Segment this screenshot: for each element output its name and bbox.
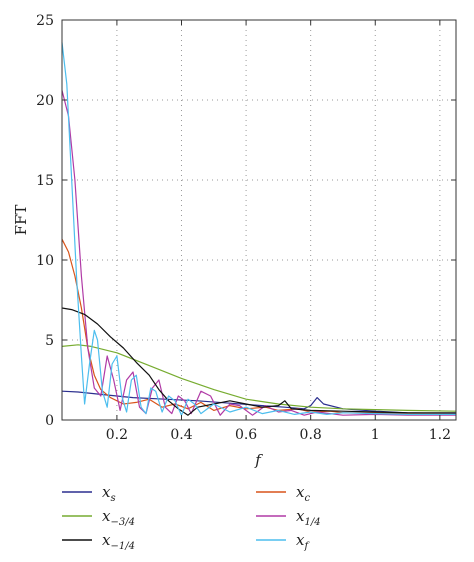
legend-label: x−1/4: [102, 531, 135, 552]
series-line-x_m14: [61, 307, 456, 416]
x-tick-label: 0.4: [170, 427, 192, 443]
legend-label-subscript: −1/4: [110, 541, 134, 552]
legend-label: x−3/4: [102, 507, 135, 528]
y-tick-label: 10: [36, 253, 54, 269]
legend: xs xcx−3/4 x1/4x−1/4 xf: [62, 483, 321, 552]
legend-label-subscript: c: [304, 493, 310, 504]
legend-label-subscript: −3/4: [110, 517, 134, 528]
x-tick-label: 0.8: [300, 427, 322, 443]
legend-label: xs: [102, 483, 116, 504]
x-tick-label: 0.6: [235, 427, 257, 443]
y-tick-label: 20: [36, 93, 54, 109]
axis-ticks: 0.2 0.4 0.6 0.8 1 1.2 0 5 10 15 20 25: [36, 13, 456, 443]
legend-label-base: x: [102, 483, 111, 501]
legend-label-subscript: f: [303, 541, 310, 552]
legend-label-base: x: [296, 483, 305, 501]
series-line-x_14: [61, 90, 456, 416]
legend-label-base: x: [102, 531, 111, 549]
legend-label-base: x: [296, 507, 305, 525]
x-tick-label: 0.2: [106, 427, 128, 443]
x-axis-title: f: [254, 451, 263, 469]
series-line-x_m34: [61, 344, 457, 412]
plot-frame: [61, 19, 457, 421]
legend-label: xf: [296, 531, 310, 552]
y-tick-label: 25: [36, 13, 54, 29]
legend-label-base: x: [296, 531, 305, 549]
grid-lines: [62, 20, 456, 420]
series-line-xf: [61, 42, 456, 416]
y-tick-label: 15: [36, 173, 54, 189]
plot-area: [62, 20, 456, 420]
legend-label-subscript: s: [110, 493, 115, 504]
series-lines: [61, 42, 457, 416]
legend-label-base: x: [102, 507, 111, 525]
y-tick-label: 5: [45, 333, 54, 349]
legend-label: xc: [296, 483, 310, 504]
x-tick-label: 1: [371, 427, 380, 443]
y-axis-title: FFT: [12, 205, 30, 236]
legend-label-subscript: 1/4: [304, 517, 320, 528]
y-tick-label: 0: [45, 413, 54, 429]
legend-label: x1/4: [296, 507, 321, 528]
x-tick-label: 1.2: [429, 427, 451, 443]
